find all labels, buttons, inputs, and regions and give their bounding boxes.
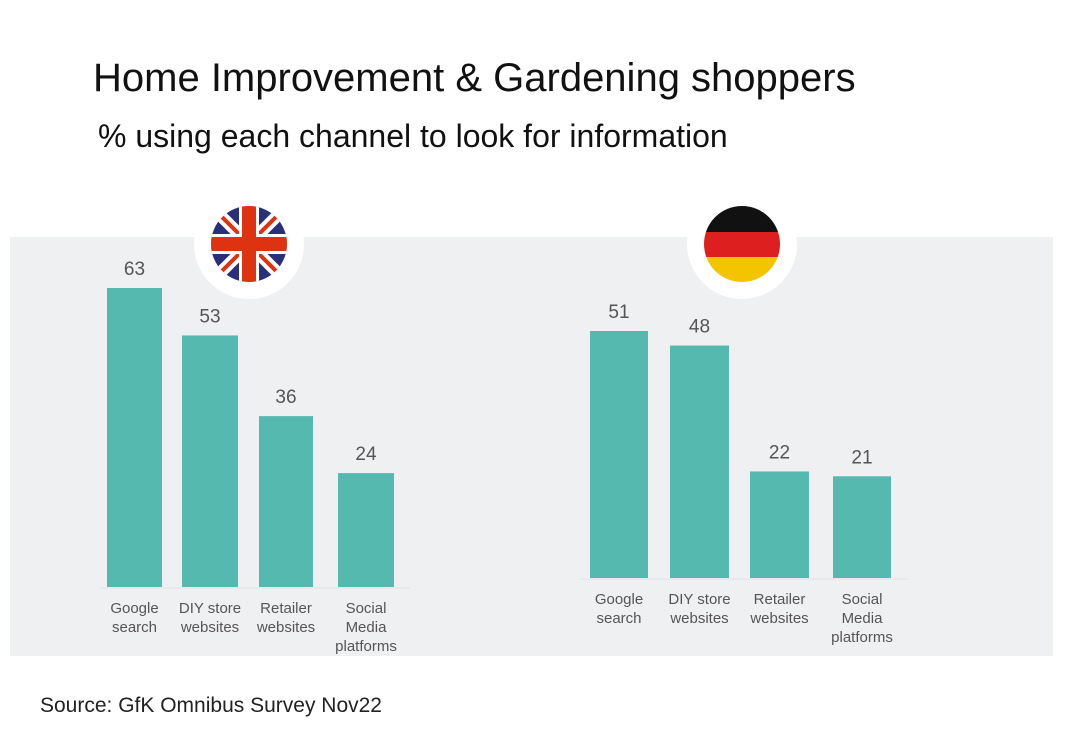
category-label: platforms	[831, 629, 893, 646]
bar-germany-2	[750, 471, 809, 578]
germany-flag-icon	[704, 206, 780, 282]
category-label: Google	[595, 591, 643, 608]
bar-uk-0	[107, 288, 162, 587]
data-label: 51	[608, 302, 629, 323]
category-label: Retailer	[754, 591, 806, 608]
category-label: search	[596, 610, 641, 627]
data-label: 48	[689, 317, 710, 338]
category-label: Media	[346, 619, 388, 636]
category-label: websites	[669, 610, 728, 627]
source-note: Source: GfK Omnibus Survey Nov22	[40, 694, 382, 717]
bar-uk-1	[182, 335, 238, 587]
category-label: websites	[749, 610, 808, 627]
category-label: websites	[180, 619, 239, 636]
uk-flag-icon	[211, 206, 287, 282]
data-label: 36	[275, 387, 296, 408]
category-label: websites	[256, 619, 315, 636]
data-label: 63	[124, 259, 145, 280]
bar-germany-0	[590, 331, 648, 578]
chart-subtitle: % using each channel to look for informa…	[98, 118, 728, 154]
category-label: Retailer	[260, 600, 312, 617]
category-label: Social	[842, 591, 883, 608]
bar-germany-3	[833, 476, 891, 578]
category-label: Social	[346, 600, 387, 617]
bar-uk-3	[338, 473, 394, 587]
data-label: 24	[355, 444, 377, 465]
bar-uk-2	[259, 416, 313, 587]
category-label: Media	[842, 610, 884, 627]
germany-flag-badge	[687, 189, 797, 299]
bar-germany-1	[670, 345, 729, 578]
category-label: search	[112, 619, 157, 636]
data-label: 22	[769, 442, 790, 463]
data-label: 21	[851, 447, 872, 468]
uk-flag-badge	[194, 189, 304, 299]
category-label: DIY store	[179, 600, 241, 617]
chart-title: Home Improvement & Gardening shoppers	[93, 56, 856, 100]
category-label: platforms	[335, 638, 397, 655]
category-label: DIY store	[668, 591, 730, 608]
category-label: Google	[110, 600, 158, 617]
data-label: 53	[199, 306, 220, 327]
